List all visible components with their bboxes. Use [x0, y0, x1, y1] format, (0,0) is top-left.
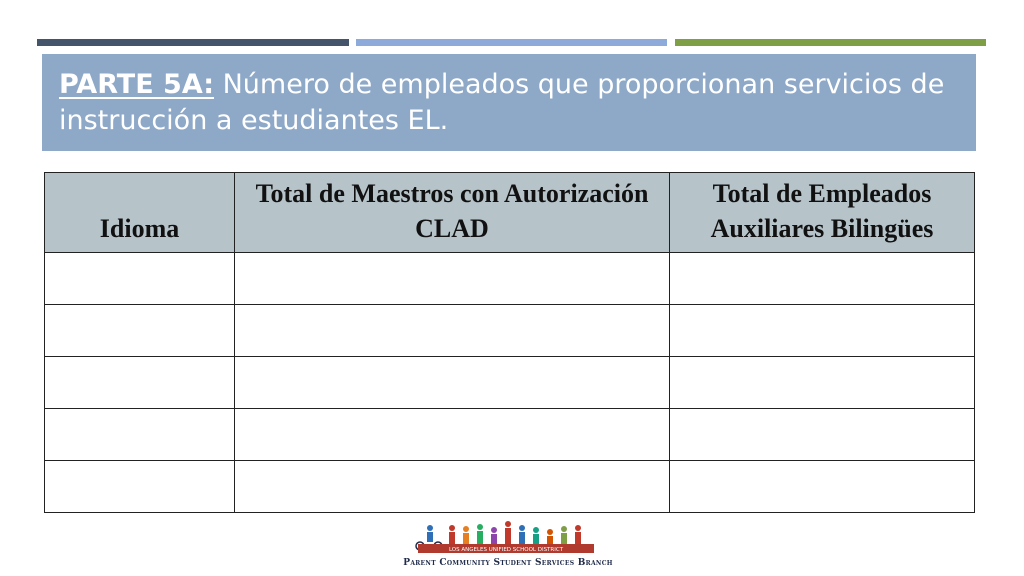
table-cell[interactable] [44, 304, 235, 357]
logo-banner-text: LOS ANGELES UNIFIED SCHOOL DISTRICT [449, 547, 564, 553]
table-cell[interactable] [234, 408, 670, 461]
table-cell[interactable] [669, 304, 975, 357]
slide-title: PARTE 5A: Número de empleados que propor… [42, 54, 976, 151]
table-row [44, 356, 975, 409]
accent-bar-dark [37, 39, 349, 46]
header-idioma: Idioma [44, 172, 235, 253]
table-row [44, 460, 975, 513]
table-cell[interactable] [234, 304, 670, 357]
table-row [44, 252, 975, 305]
table-row [44, 304, 975, 357]
district-logo: LOS ANGELES UNIFIED SCHOOL DISTRICT Pare… [390, 520, 626, 570]
slide-title-lead: PARTE 5A: [59, 69, 215, 100]
table-cell[interactable] [669, 356, 975, 409]
table-cell[interactable] [669, 408, 975, 461]
table-cell[interactable] [234, 460, 670, 513]
table-header-row: Idioma Total de Maestros con Autorizació… [44, 172, 975, 253]
table-cell[interactable] [669, 460, 975, 513]
people-logo-icon: LOS ANGELES UNIFIED SCHOOL DISTRICT [415, 521, 594, 553]
slide-title-text: Número de empleados que proporcionan ser… [59, 69, 945, 136]
accent-bar-green [675, 39, 986, 46]
logo-footer-text: Parent Community Student Services Branch [403, 558, 613, 568]
header-empleados-auxiliares: Total de Empleados Auxiliares Bilingües [669, 172, 975, 253]
table-cell[interactable] [669, 252, 975, 305]
accent-bar-light [356, 39, 667, 46]
data-table: Idioma Total de Maestros con Autorizació… [44, 172, 975, 513]
table-cell[interactable] [234, 356, 670, 409]
table-cell[interactable] [44, 460, 235, 513]
table-cell[interactable] [44, 252, 235, 305]
table-cell[interactable] [44, 356, 235, 409]
table-cell[interactable] [234, 252, 670, 305]
table-row [44, 408, 975, 461]
table-cell[interactable] [44, 408, 235, 461]
header-maestros-clad: Total de Maestros con Autorización CLAD [234, 172, 670, 253]
